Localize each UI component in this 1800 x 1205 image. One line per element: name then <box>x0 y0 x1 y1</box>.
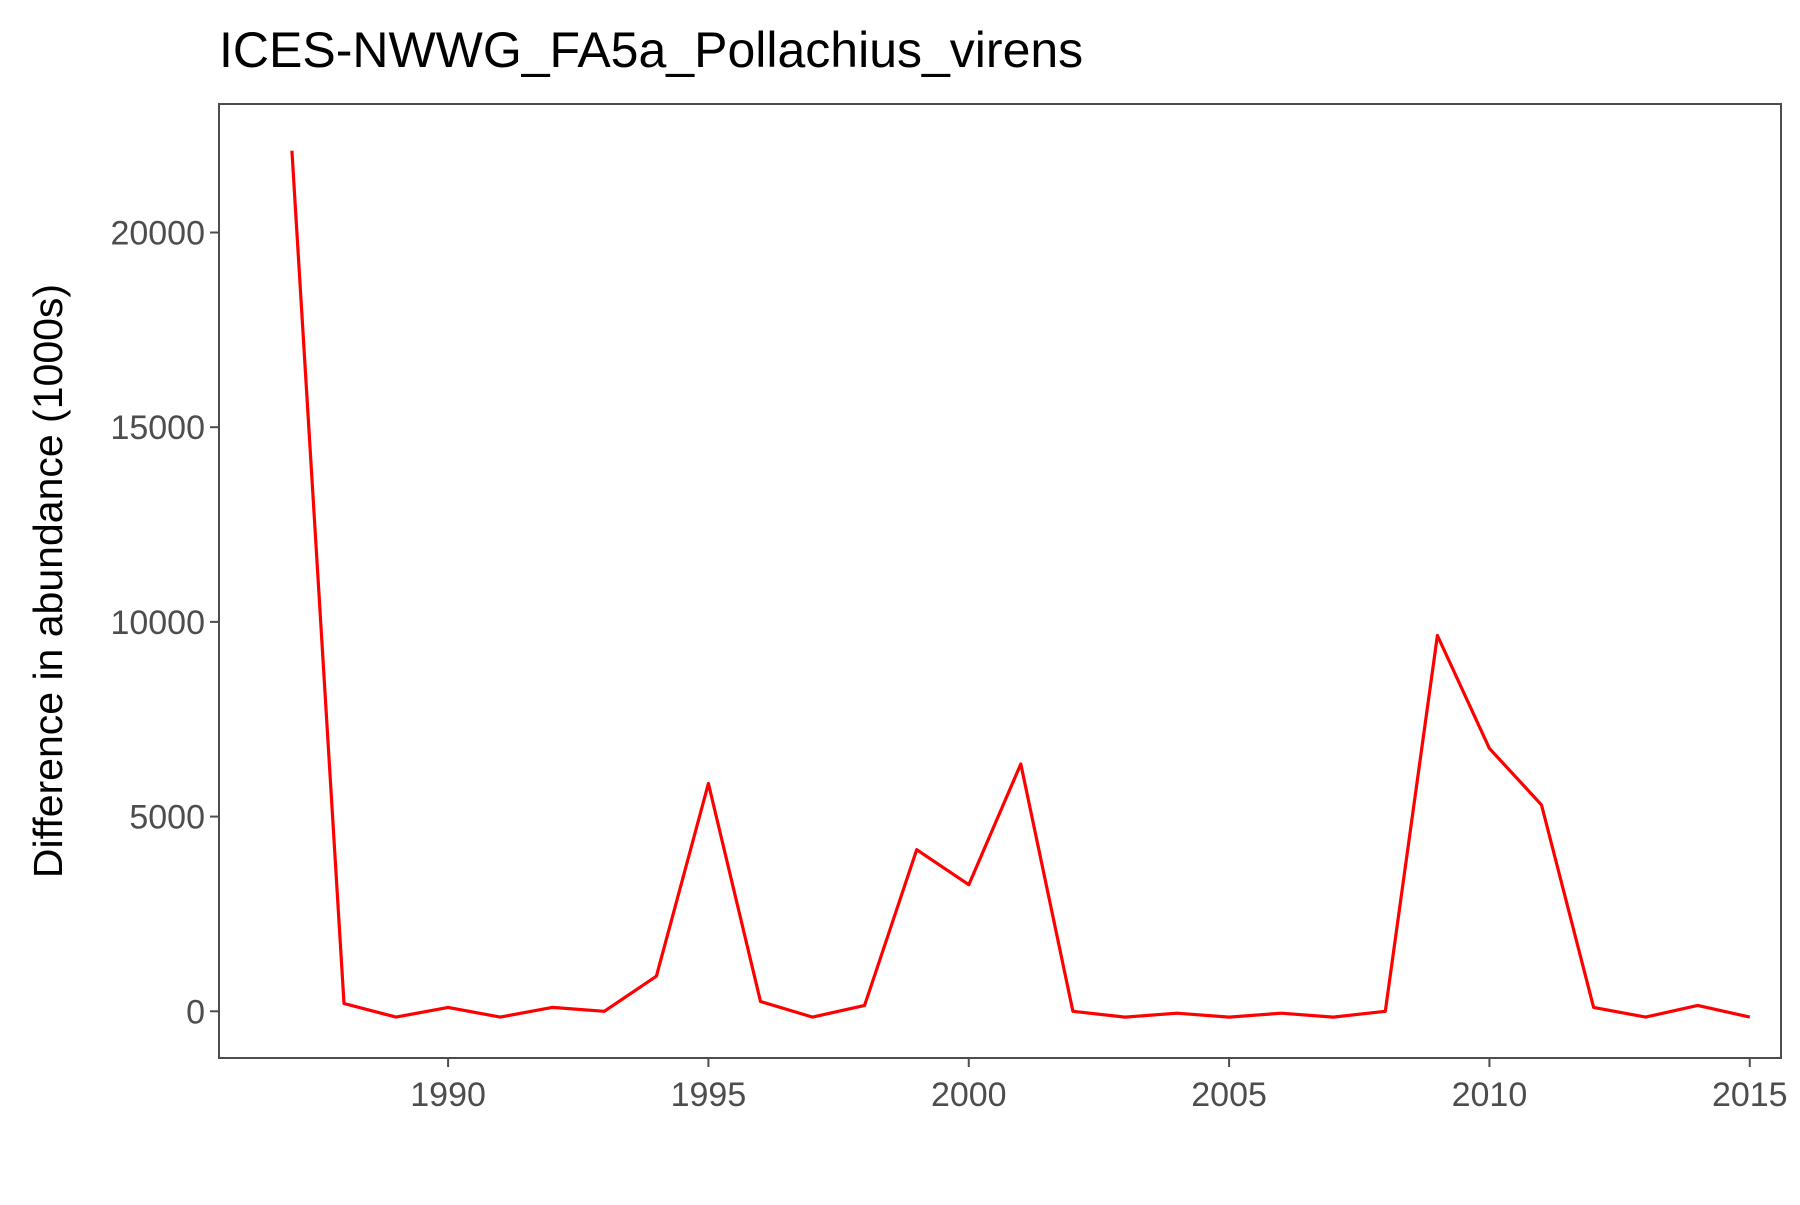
x-tick-label: 2015 <box>1712 1076 1788 1114</box>
x-tick-label: 2000 <box>931 1076 1007 1114</box>
plot-panel <box>218 103 1782 1059</box>
series-line <box>290 150 1751 1019</box>
y-axis: 0 5000 10000 15000 20000 <box>110 214 219 1031</box>
y-tick-label: 5000 <box>129 799 205 837</box>
series-layer <box>290 150 1751 1019</box>
y-tick-label: 15000 <box>110 409 205 447</box>
x-tick-label: 1990 <box>410 1076 486 1114</box>
y-tick-label: 10000 <box>110 604 205 642</box>
y-axis-title: Difference in abundance (1000s) <box>25 284 71 878</box>
y-tick-label: 20000 <box>110 214 205 252</box>
x-axis: 1990 1995 2000 2005 2010 2015 <box>410 1058 1788 1114</box>
y-tick-label: 0 <box>186 993 205 1031</box>
x-tick-label: 2005 <box>1191 1076 1267 1114</box>
chart-title: ICES-NWWG_FA5a_Pollachius_virens <box>219 22 1083 78</box>
x-tick-label: 2010 <box>1452 1076 1528 1114</box>
x-tick-label: 1995 <box>671 1076 747 1114</box>
